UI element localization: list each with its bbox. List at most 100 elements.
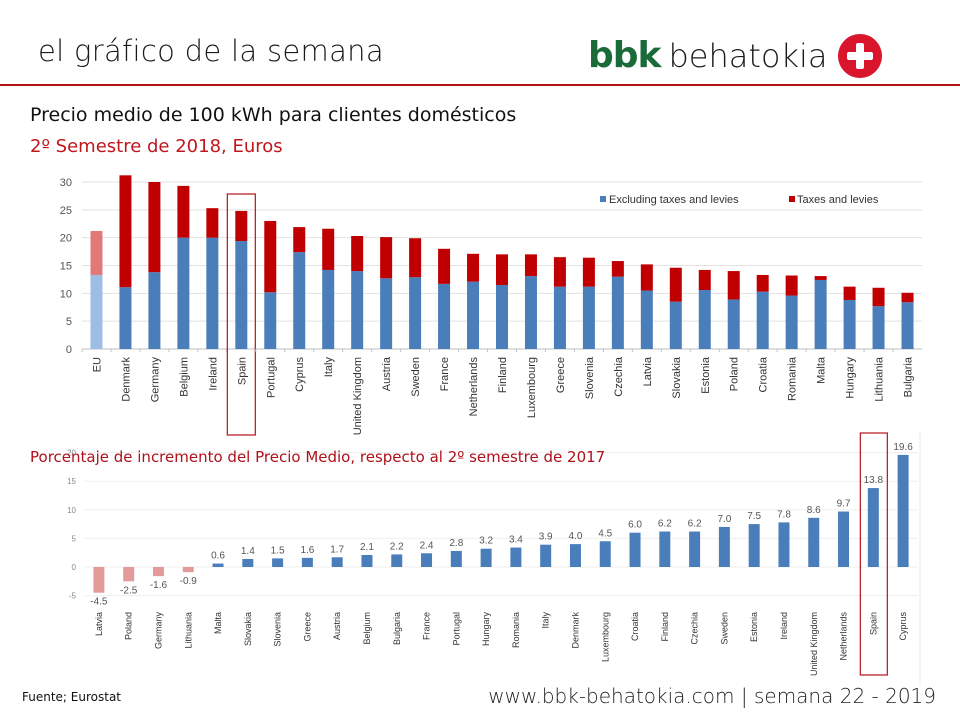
data-label: 6.2 <box>688 519 702 530</box>
second-chart-title: Porcentaje de incremento del Precio Medi… <box>30 448 606 466</box>
data-label: -0.9 <box>180 576 198 587</box>
highlight-box-spain <box>859 432 888 676</box>
data-label: -4.5 <box>90 597 108 608</box>
bar-taxes-levies <box>669 267 682 302</box>
x-category-label: Italy <box>541 612 551 629</box>
x-category-label: Slovenia <box>584 356 596 399</box>
x-category-label: Cyprus <box>898 612 908 641</box>
bar-excluding-taxes <box>785 295 798 349</box>
x-category-label: Luxembourg <box>600 612 610 662</box>
bar-taxes-levies <box>177 185 190 238</box>
bar-excluding-taxes <box>467 281 480 349</box>
bar-taxes-levies <box>785 275 798 296</box>
x-category-label: Denmark <box>570 612 580 649</box>
x-category-label: Austria <box>332 612 342 640</box>
data-label: 4.5 <box>598 528 612 539</box>
bar-increase <box>510 547 522 567</box>
bar-taxes-levies <box>409 238 422 278</box>
bar-taxes-levies <box>727 271 740 300</box>
x-category-label: Finland <box>497 357 509 393</box>
bar-taxes-levies <box>264 220 277 293</box>
x-category-label: Croatia <box>758 356 770 392</box>
bar-increase <box>778 522 790 567</box>
data-label: 1.6 <box>300 545 314 556</box>
x-category-label: Poland <box>729 357 741 391</box>
bar-excluding-taxes <box>90 274 103 349</box>
y-tick-label: 20 <box>67 449 76 458</box>
bar-excluding-taxes <box>524 276 537 349</box>
x-category-label: Austria <box>381 356 393 391</box>
bar-taxes-levies <box>553 257 566 287</box>
x-category-label: Slovenia <box>273 612 283 647</box>
x-category-label: Malta <box>816 356 828 384</box>
plus-cross-icon <box>837 34 882 78</box>
bar-excluding-taxes <box>901 302 914 349</box>
x-category-label: Portugal <box>451 612 461 646</box>
bar-taxes-levies <box>524 254 537 277</box>
x-category-label: Spain <box>868 612 878 635</box>
data-label: 19.6 <box>893 442 913 453</box>
bar-taxes-levies <box>901 292 914 303</box>
data-label: 1.7 <box>330 544 344 555</box>
x-category-label: Italy <box>323 357 335 378</box>
bar-increase <box>242 558 254 567</box>
bar-taxes-levies <box>438 248 451 284</box>
bar-taxes-levies <box>467 253 480 282</box>
x-category-label: Belgium <box>362 612 372 645</box>
x-category-label: Denmark <box>120 357 132 402</box>
bar-excluding-taxes <box>872 306 885 349</box>
data-label: 4.0 <box>569 531 583 542</box>
bar-increase <box>838 511 850 567</box>
bar-excluding-taxes <box>669 301 682 349</box>
data-label: 1.5 <box>271 545 285 556</box>
bar-increase <box>867 488 879 567</box>
x-category-label: Estonia <box>700 356 712 394</box>
data-label: 7.8 <box>777 509 791 520</box>
page-header-title: el gráfico de la semana <box>38 34 384 68</box>
bar-increase <box>450 550 462 567</box>
bar-excluding-taxes <box>148 272 161 349</box>
bar-excluding-taxes <box>177 237 190 349</box>
x-category-label: Ireland <box>779 612 789 640</box>
y-tick-label: 15 <box>60 261 72 273</box>
bar-increase <box>123 567 135 582</box>
legend-swatch-taxes <box>789 196 795 202</box>
x-category-label: Slovakia <box>243 612 253 646</box>
legend-swatch-excluding <box>600 196 606 202</box>
bar-excluding-taxes <box>553 286 566 349</box>
bar-excluding-taxes <box>206 237 219 349</box>
data-label: 7.5 <box>747 511 761 522</box>
data-label: 6.2 <box>658 519 672 530</box>
x-category-label: Sweden <box>410 357 422 397</box>
y-tick-label: 0 <box>66 344 72 356</box>
x-category-label: Luxembourg <box>526 357 538 418</box>
data-label: 3.4 <box>509 535 523 546</box>
y-tick-label: 10 <box>60 288 72 300</box>
x-category-label: Bulgaria <box>392 612 402 645</box>
x-category-label: Croatia <box>630 612 640 641</box>
bar-taxes-levies <box>582 257 595 287</box>
x-category-label: Belgium <box>178 357 190 397</box>
x-category-label: Hungary <box>481 612 491 647</box>
x-category-label: Bulgaria <box>903 356 915 397</box>
header-divider <box>0 84 960 86</box>
y-tick-label: 30 <box>60 177 72 189</box>
x-category-label: France <box>439 357 451 391</box>
x-category-label: Lithuania <box>874 356 886 402</box>
bar-increase <box>808 517 820 567</box>
bar-excluding-taxes <box>438 283 451 349</box>
x-category-label: Slovakia <box>671 356 683 398</box>
bar-increase <box>599 541 611 567</box>
x-category-label: Romania <box>511 612 521 648</box>
bbk-behatokia-logo: bbk behatokia <box>588 34 882 78</box>
data-label: 2.8 <box>449 538 463 549</box>
bar-increase <box>718 526 730 567</box>
x-category-label: Poland <box>124 612 134 640</box>
bar-excluding-taxes <box>409 277 422 349</box>
data-label: 7.0 <box>717 514 731 525</box>
bar-excluding-taxes <box>843 300 856 349</box>
bar-excluding-taxes <box>293 252 306 349</box>
bar-increase <box>93 567 105 593</box>
bar-increase <box>897 454 909 567</box>
data-label: 9.7 <box>837 499 851 510</box>
